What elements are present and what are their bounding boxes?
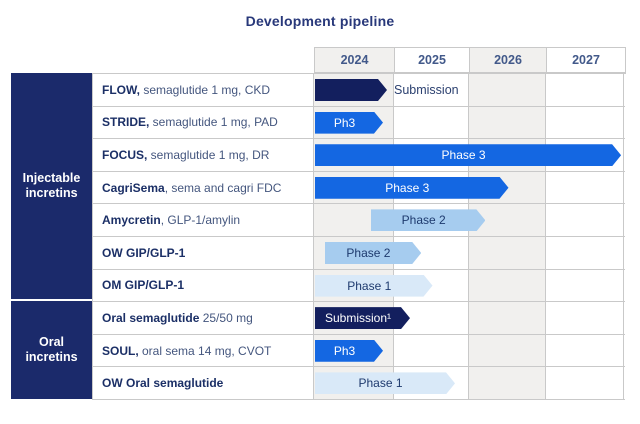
project-label: OM GIP/GLP-1 bbox=[92, 269, 314, 303]
project-detail: semaglutide 1 mg, DR bbox=[147, 147, 270, 162]
timeline-cells: Phase 3 bbox=[314, 139, 625, 172]
timeline-cells: Phase 1 bbox=[314, 367, 625, 400]
timeline-cell-2027 bbox=[546, 171, 624, 204]
timeline-cell-2025 bbox=[394, 334, 469, 367]
timeline-cell-2027 bbox=[546, 204, 624, 236]
project-label: OW Oral semaglutide bbox=[92, 367, 314, 400]
timeline-cells: Ph3 bbox=[314, 106, 625, 140]
timeline-cells: Phase 1 bbox=[314, 269, 625, 303]
timeline-cell-2026 bbox=[469, 334, 546, 367]
timeline-cell-2027 bbox=[546, 367, 624, 399]
phase-bar-phase1: Phase 1 bbox=[315, 275, 433, 297]
project-label: FOCUS, semaglutide 1 mg, DR bbox=[92, 139, 314, 172]
pipeline-row: FOCUS, semaglutide 1 mg, DR Phase 3 bbox=[92, 139, 626, 172]
project-label: SOUL, oral sema 14 mg, CVOT bbox=[92, 334, 314, 368]
phase-bar-phase3: Ph3 bbox=[315, 112, 383, 134]
phase-bar-phase2: Phase 2 bbox=[325, 242, 422, 264]
project-name: STRIDE, bbox=[102, 115, 150, 130]
pipeline-row: Oral semaglutide 25/50 mg Submission¹ bbox=[92, 302, 626, 335]
timeline-cells: Ph3 bbox=[314, 334, 625, 368]
pipeline-row: FLOW, semaglutide 1 mg, CKD Submission bbox=[92, 74, 626, 107]
project-name: OM GIP/GLP-1 bbox=[102, 278, 185, 293]
phase-bar-phase1: Phase 1 bbox=[315, 372, 455, 394]
timeline-cells: Submission¹ bbox=[314, 302, 625, 335]
timeline-cells: Phase 2 bbox=[314, 236, 625, 270]
pipeline-row: OW GIP/GLP-1 Phase 2 bbox=[92, 236, 626, 270]
year-header-2027: 2027 bbox=[547, 48, 625, 72]
project-name: OW GIP/GLP-1 bbox=[102, 245, 186, 260]
timeline-cells: Phase 2 bbox=[314, 204, 625, 237]
pipeline-grid: 2024 2025 2026 2027 FLOW, semaglutide 1 mg,… bbox=[92, 47, 626, 400]
timeline-cell-2027 bbox=[546, 302, 624, 334]
project-detail: semaglutide 1 mg, CKD bbox=[140, 82, 271, 97]
group-label-text: Oral incretins bbox=[25, 335, 78, 365]
chart-title: Development pipeline bbox=[245, 13, 395, 29]
timeline-cell-2027 bbox=[546, 106, 624, 139]
year-header-row: 2024 2025 2026 2027 bbox=[314, 47, 626, 73]
group-label-oral-incretins: Oral incretins bbox=[11, 301, 92, 399]
pipeline-row: OW Oral semaglutide Phase 1 bbox=[92, 367, 626, 400]
phase-bar-submission bbox=[315, 79, 387, 101]
project-label: Oral semaglutide 25/50 mg bbox=[92, 302, 314, 335]
project-name: Amycretin bbox=[102, 213, 161, 228]
group-label-injectable-incretins: Injectable incretins bbox=[11, 73, 92, 300]
year-header-2026: 2026 bbox=[470, 48, 547, 72]
timeline-cells: Submission bbox=[314, 74, 625, 107]
project-name: FOCUS, bbox=[102, 147, 148, 162]
project-label: FLOW, semaglutide 1 mg, CKD bbox=[92, 74, 314, 107]
timeline-cell-2027 bbox=[546, 334, 624, 367]
pipeline-row: STRIDE, semaglutide 1 mg, PAD Ph3 bbox=[92, 106, 626, 140]
timeline-cell-2025 bbox=[394, 74, 469, 106]
timeline-cell-2025 bbox=[394, 106, 469, 139]
phase-bar-phase3: Phase 3 bbox=[315, 144, 621, 166]
group-label-text: Injectable incretins bbox=[22, 171, 81, 201]
project-detail: 25/50 mg bbox=[199, 310, 253, 325]
project-label: OW GIP/GLP-1 bbox=[92, 236, 314, 270]
timeline-cell-2027 bbox=[546, 74, 624, 106]
phase-bar-phase3: Ph3 bbox=[315, 340, 383, 362]
project-name: CagriSema bbox=[102, 180, 165, 195]
timeline-cell-2026 bbox=[469, 302, 546, 334]
timeline-cell-2026 bbox=[469, 74, 546, 106]
project-label: STRIDE, semaglutide 1 mg, PAD bbox=[92, 106, 314, 140]
project-label: CagriSema, sema and cagri FDC bbox=[92, 171, 314, 205]
timeline-cell-2026 bbox=[469, 367, 546, 399]
project-label: Amycretin, GLP-1/amylin bbox=[92, 204, 314, 237]
project-name: FLOW, bbox=[102, 82, 140, 97]
timeline-cell-2026 bbox=[469, 236, 546, 269]
pipeline-rows: FLOW, semaglutide 1 mg, CKD Submission S… bbox=[92, 73, 626, 400]
phase-bar-phase2: Phase 2 bbox=[371, 209, 485, 231]
project-name: SOUL, bbox=[102, 343, 139, 358]
project-detail: , sema and cagri FDC bbox=[164, 180, 282, 195]
year-header-2024: 2024 bbox=[315, 48, 395, 72]
timeline-cell-2026 bbox=[469, 269, 546, 302]
project-detail: oral sema 14 mg, CVOT bbox=[138, 343, 272, 358]
pipeline-row: CagriSema, sema and cagri FDC Phase 3 bbox=[92, 171, 626, 205]
pipeline-row: Amycretin, GLP-1/amylin Phase 2 bbox=[92, 204, 626, 237]
phase-outside-label: Submission bbox=[394, 82, 459, 97]
project-name: OW Oral semaglutide bbox=[102, 376, 224, 391]
timeline-cells: Phase 3 bbox=[314, 171, 625, 205]
timeline-cell-2027 bbox=[546, 269, 624, 302]
phase-bar-phase3: Phase 3 bbox=[315, 177, 509, 199]
project-detail: semaglutide 1 mg, PAD bbox=[149, 115, 278, 130]
project-detail: , GLP-1/amylin bbox=[160, 213, 241, 228]
timeline-cell-2026 bbox=[469, 106, 546, 139]
pipeline-row: OM GIP/GLP-1 Phase 1 bbox=[92, 269, 626, 303]
timeline-cell-2027 bbox=[546, 236, 624, 269]
pipeline-row: SOUL, oral sema 14 mg, CVOT Ph3 bbox=[92, 334, 626, 368]
year-header-2025: 2025 bbox=[395, 48, 470, 72]
project-name: Oral semaglutide bbox=[102, 310, 200, 325]
phase-bar-submission: Submission¹ bbox=[315, 307, 410, 329]
